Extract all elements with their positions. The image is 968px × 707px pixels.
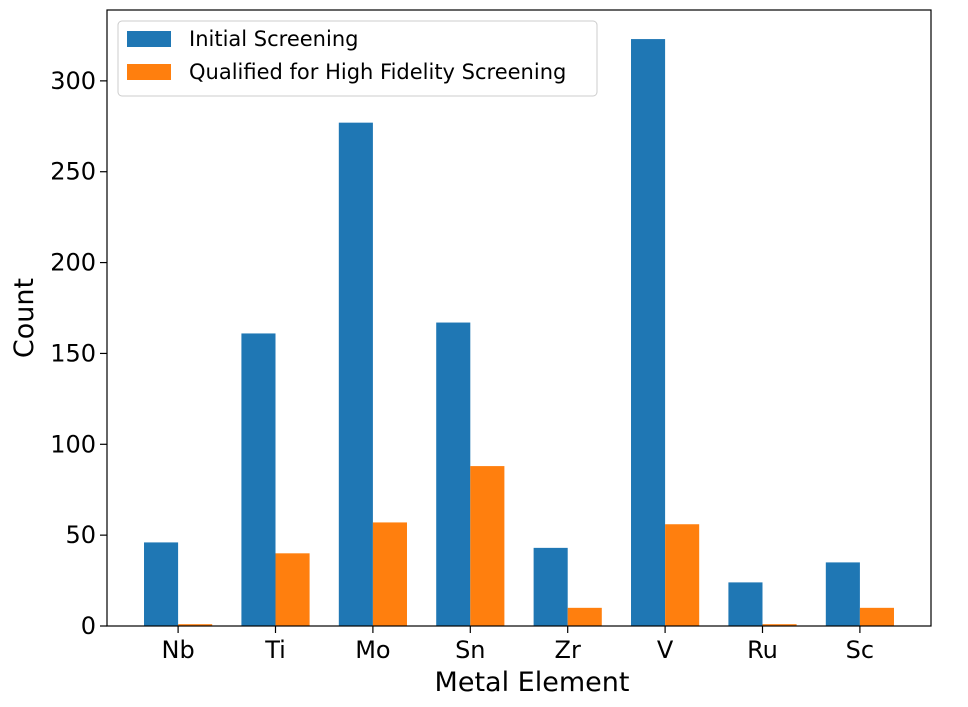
y-tick-label: 100 — [50, 430, 96, 458]
x-tick-label: Ti — [264, 636, 286, 664]
legend-label: Qualified for High Fidelity Screening — [189, 60, 566, 84]
x-tick-label: Ru — [747, 636, 778, 664]
x-tick-label: Sn — [455, 636, 485, 664]
bar-initial-screening-sc — [825, 562, 860, 626]
bar-initial-screening-nb — [144, 542, 179, 626]
x-tick-label: V — [657, 636, 674, 664]
x-tick-label: Sc — [846, 636, 874, 664]
legend-label: Initial Screening — [189, 27, 358, 51]
x-tick-label: Nb — [162, 636, 195, 664]
bar-qualified-mo — [372, 522, 407, 626]
bar-qualified-ti — [275, 553, 310, 626]
y-tick-label: 250 — [50, 158, 96, 186]
bar-qualified-nb — [178, 624, 213, 626]
legend-box — [117, 20, 598, 97]
y-tick-label: 0 — [81, 612, 96, 640]
x-axis-ticks: Nb Ti Mo Sn Zr V Ru Sc — [162, 626, 874, 664]
y-axis-ticks: 0 50 100 150 200 250 300 — [50, 67, 107, 640]
bar-initial-screening-ti — [241, 333, 276, 626]
y-tick-label: 50 — [65, 521, 96, 549]
bar-initial-screening-zr — [533, 547, 568, 626]
x-axis-label: Metal Element — [435, 667, 630, 698]
legend: Initial Screening Qualified for High Fide… — [117, 20, 598, 97]
bar-qualified-zr — [567, 607, 602, 626]
y-tick-label: 150 — [50, 339, 96, 367]
legend-swatch — [127, 64, 171, 80]
bars-layer — [144, 39, 894, 627]
bar-qualified-sn — [470, 466, 505, 626]
bar-qualified-v — [665, 524, 700, 626]
y-axis-label: Count — [9, 278, 40, 358]
bar-initial-screening-ru — [728, 582, 763, 626]
bar-qualified-sc — [859, 607, 894, 626]
x-tick-label: Mo — [355, 636, 390, 664]
plot-frame — [106, 9, 932, 627]
y-tick-label: 200 — [50, 249, 96, 277]
bar-initial-screening-sn — [436, 322, 471, 626]
bar-initial-screening-v — [631, 39, 666, 627]
legend-swatch — [127, 31, 171, 47]
bar-qualified-ru — [762, 624, 797, 626]
y-tick-label: 300 — [50, 67, 96, 95]
bar-initial-screening-mo — [338, 122, 373, 626]
x-tick-label: Zr — [555, 636, 581, 664]
